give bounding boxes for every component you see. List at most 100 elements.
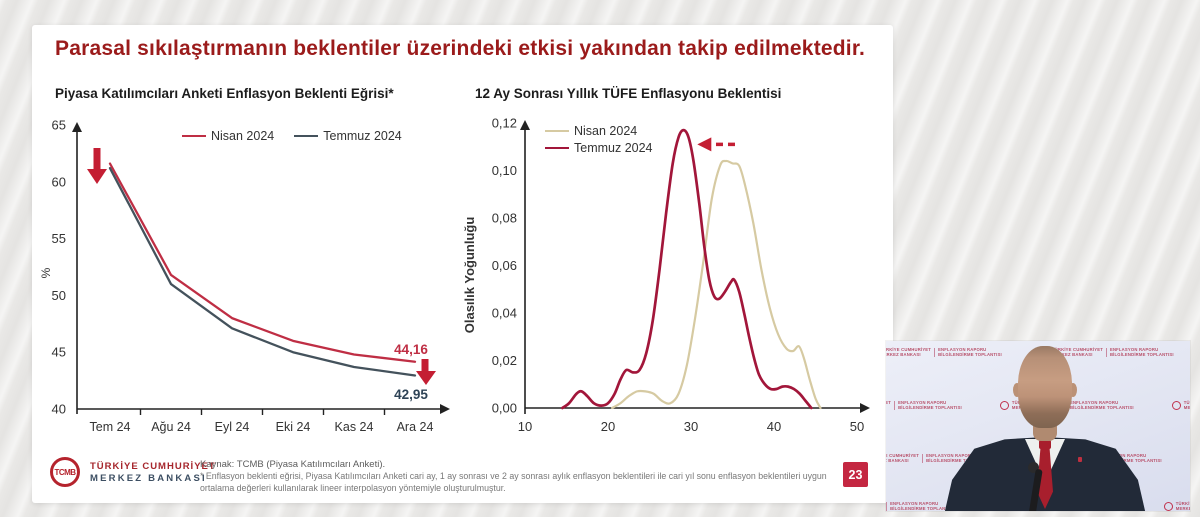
density-curve	[611, 159, 822, 410]
x-tick-label: Eki 24	[276, 420, 311, 434]
speaker-head	[1018, 346, 1072, 428]
end-value-label: 42,95	[394, 387, 428, 402]
tcmb-logo-icon	[999, 400, 1009, 410]
y-axis-label: Olasılık Yoğunluğu	[462, 217, 477, 334]
slide: Parasal sıkılaştırmanın beklentiler üzer…	[32, 25, 893, 503]
left-legend-item: Nisan 2024	[182, 129, 274, 143]
x-tick-label: Ara 24	[397, 420, 434, 434]
backdrop-divider	[886, 501, 888, 511]
speaker-tie	[1037, 447, 1053, 509]
density-curve	[561, 128, 813, 410]
bank-name-line2: MERKEZ BANKASI	[90, 472, 207, 484]
page-number-badge: 23	[843, 462, 868, 487]
legend-label: Temmuz 2024	[323, 129, 402, 143]
footnote-line2: ortalama değerleri kullanılarak lineer i…	[200, 482, 506, 493]
y-tick-label: 0,08	[492, 211, 517, 226]
speaker-tie-knot	[1039, 440, 1051, 449]
x-tick-label: 10	[518, 419, 532, 434]
right-chart-title: 12 Ay Sonrası Yıllık TÜFE Enflasyonu Bek…	[475, 86, 782, 101]
legend-label: Nisan 2024	[211, 129, 275, 143]
x-tick-label: 20	[601, 419, 615, 434]
speaker	[886, 341, 1190, 511]
x-tick-label: 50	[850, 419, 864, 434]
y-tick-label: 60	[52, 174, 66, 189]
y-tick-label: 0,10	[492, 163, 517, 178]
right-legend-item: Temmuz 2024	[545, 141, 653, 155]
legend-line-swatch	[182, 135, 206, 137]
x-tick-label: Eyl 24	[215, 420, 250, 434]
x-tick-label: Kas 24	[335, 420, 374, 434]
legend-line-swatch	[294, 135, 319, 137]
legend-line-swatch	[545, 130, 569, 132]
y-tick-label: 0,00	[492, 401, 517, 416]
y-tick-label: 0,12	[492, 116, 517, 131]
legend-line-swatch	[545, 147, 569, 149]
left-chart-title: Piyasa Katılımcıları Anketi Enflasyon Be…	[55, 86, 394, 101]
speaker-ear-right	[1069, 383, 1077, 397]
backdrop-divider	[894, 400, 896, 410]
tcmb-logo-icon	[1171, 400, 1181, 410]
y-tick-label: 0,02	[492, 353, 517, 368]
legend-label: Temmuz 2024	[574, 141, 653, 155]
end-value-label: 44,16	[394, 342, 428, 357]
down-arrow-icon	[421, 359, 429, 372]
microphone-icon	[1028, 462, 1039, 473]
series-line	[108, 162, 417, 363]
down-arrow-icon	[93, 148, 101, 170]
y-tick-label: 0,04	[492, 306, 517, 321]
x-tick-label: 30	[684, 419, 698, 434]
x-tick-label: 40	[767, 419, 781, 434]
footnote-line1: * Enflasyon beklenti eğrisi, Piyasa Katı…	[200, 471, 827, 482]
left-legend-item: Temmuz 2024	[294, 129, 402, 143]
source-block: Kaynak: TCMB (Piyasa Katılımcıları Anket…	[200, 459, 827, 494]
backdrop-divider	[922, 453, 924, 463]
left-chart: 40 45 50 55 60 65% Tem 24 Ağu 24 Eyl 24 Eki 24 Kas…	[39, 118, 450, 434]
right-legend-item: Nisan 2024	[545, 124, 653, 138]
y-tick-label: 0,06	[492, 258, 517, 273]
left-chart-legend: Nisan 2024 Temmuz 2024	[182, 129, 402, 143]
bank-name: TÜRKİYE CUMHURİYET MERKEZ BANKASI	[90, 461, 216, 485]
flag-pin-icon	[1078, 457, 1082, 462]
tcmb-logo-icon	[1163, 501, 1173, 511]
right-chart-legend: Nisan 2024 Temmuz 2024	[545, 124, 653, 155]
y-axis-label: %	[39, 267, 53, 278]
y-tick-label: 45	[52, 345, 66, 360]
backdrop-divider	[934, 347, 936, 357]
y-tick-label: 40	[52, 402, 66, 417]
legend-label: Nisan 2024	[574, 124, 638, 138]
x-tick-label: Ağu 24	[151, 420, 191, 434]
backdrop-divider	[1105, 347, 1107, 357]
bank-name-line1: TÜRKİYE CUMHURİYET	[90, 461, 216, 472]
x-tick-label: Tem 24	[90, 420, 131, 434]
source-text: Kaynak: TCMB (Piyasa Katılımcıları Anket…	[200, 459, 386, 470]
right-chart: 0,00 0,02 0,04 0,06 0,08 0,10 0,12 10 20 30 40 50 Ol…	[462, 116, 870, 434]
y-tick-label: 50	[52, 288, 66, 303]
